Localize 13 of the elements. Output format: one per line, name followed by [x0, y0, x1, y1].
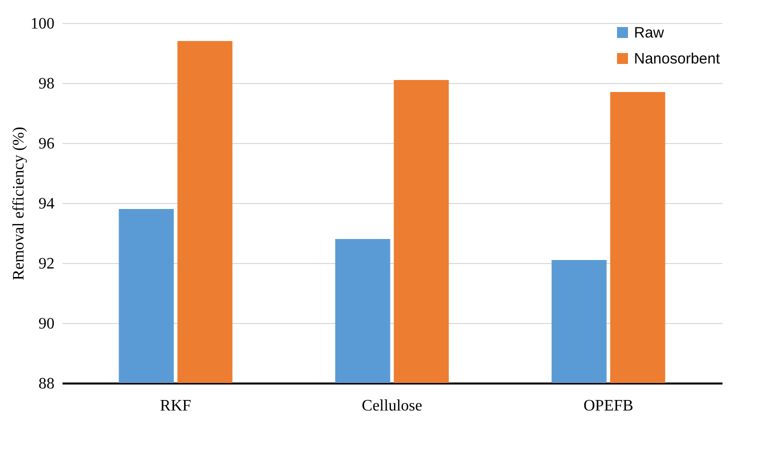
y-tick-label: 100 [30, 16, 54, 32]
y-tick-label: 94 [38, 196, 54, 212]
x-tick-label: RKF [160, 398, 192, 414]
legend-label: Nanosorbent [634, 50, 721, 68]
x-tick-label: OPEFB [583, 398, 634, 414]
y-axis-title: Removal efficiency (%) [10, 126, 28, 280]
legend-label: Raw [634, 24, 664, 42]
y-tick-label: 92 [38, 256, 54, 272]
y-tick-label: 90 [38, 316, 54, 332]
y-tick-label: 96 [38, 136, 54, 152]
x-tick-label: Cellulose [362, 398, 422, 414]
y-tick-label: 88 [38, 376, 54, 392]
y-tick-label: 98 [38, 76, 54, 92]
